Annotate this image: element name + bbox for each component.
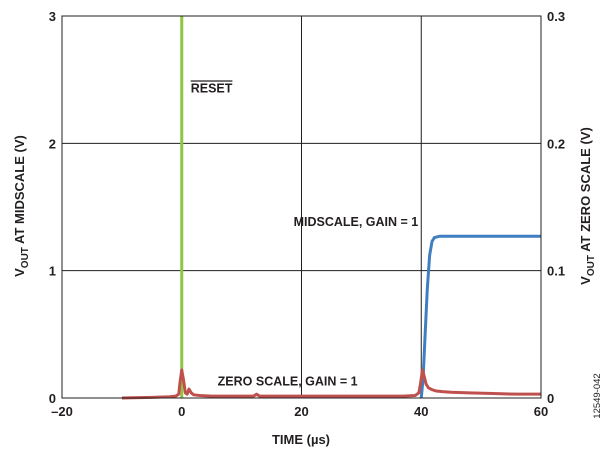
plot-frame	[61, 15, 542, 399]
y-axis-left-title-rest: AT MIDSCALE (V)	[12, 135, 27, 247]
y-left-tick-label: 3	[49, 9, 56, 24]
y-left-tick-label: 2	[49, 136, 56, 151]
x-tick-label: –20	[51, 404, 73, 419]
series-line-zero-scale-gain-1	[121, 368, 541, 400]
y-axis-left-title-sub: OUT	[20, 247, 31, 268]
y-right-tick-label: 0.1	[547, 264, 565, 279]
x-tick-label: 0	[178, 404, 185, 419]
annotation-label: MIDSCALE, GAIN = 1	[294, 215, 419, 229]
series-line-midscale-gain-1	[419, 234, 541, 399]
y-axis-left-title: VOUT AT MIDSCALE (V)	[12, 135, 31, 277]
y-axis-right-title: VOUT AT ZERO SCALE (V)	[578, 127, 597, 285]
grid	[62, 16, 541, 398]
annotation-label: RESET	[191, 81, 233, 95]
annotations: RESET MIDSCALE, GAIN = 1 ZERO SCALE, GAIN …	[191, 81, 419, 388]
series-layer	[121, 16, 541, 400]
y-right-tick-label: 0.3	[547, 9, 565, 24]
y-axis-right-title-main: V	[578, 276, 593, 285]
x-tick-label: 20	[294, 404, 308, 419]
y-axis-left-title-main: V	[12, 268, 27, 277]
y-right-tick-label: 0.2	[547, 136, 565, 151]
x-tick-label: 40	[414, 404, 428, 419]
figure-id: 12549-042	[592, 373, 603, 418]
annotation-label: ZERO SCALE, GAIN = 1	[218, 374, 358, 388]
y-left-tick-label: 0	[49, 391, 56, 406]
x-axis-title: TIME (µs)	[272, 432, 330, 447]
x-tick-label: 60	[534, 404, 548, 419]
y-axis-right-title-sub: OUT	[586, 255, 597, 276]
y-left-tick-label: 1	[49, 264, 56, 279]
y-axis-right-title-rest: AT ZERO SCALE (V)	[578, 127, 593, 255]
y-right-tick-label: 0	[547, 391, 554, 406]
